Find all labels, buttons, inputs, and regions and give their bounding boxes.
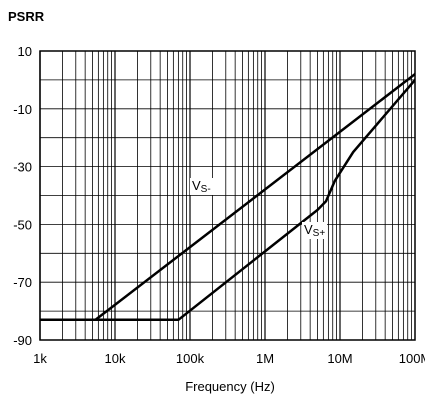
plot-frame [39,50,416,341]
curve-label-vs-minus-sub: S- [200,184,211,195]
curve-label-vs-plus-sub: S+ [312,228,326,239]
curve-label-vs-minus: VS- [190,178,213,195]
x-tick-label: 1k [33,351,47,366]
x-tick-label: 10k [105,351,126,366]
x-tick-label: 100k [176,351,205,366]
x-tick-label: 1M [256,351,274,366]
y-tick-label: -90 [13,333,32,348]
y-tick-label: -50 [13,217,32,232]
x-tick-label: 10M [327,351,352,366]
y-tick-label: -10 [13,102,32,117]
series-line-vs-plus [40,77,415,322]
curve-label-vs-plus: VS+ [302,222,328,239]
chart-title: PSRR [8,9,45,24]
y-tick-label: -30 [13,160,32,175]
y-tick-label: -70 [13,275,32,290]
series-line-vs-minus [40,71,415,322]
y-tick-label: 10 [18,44,32,59]
curve-label-vs-minus-main: V [192,178,201,193]
x-axis-label: Frequency (Hz) [185,379,275,394]
x-tick-label: 100M [399,351,425,366]
curve-label-vs-plus-main: V [304,222,313,237]
